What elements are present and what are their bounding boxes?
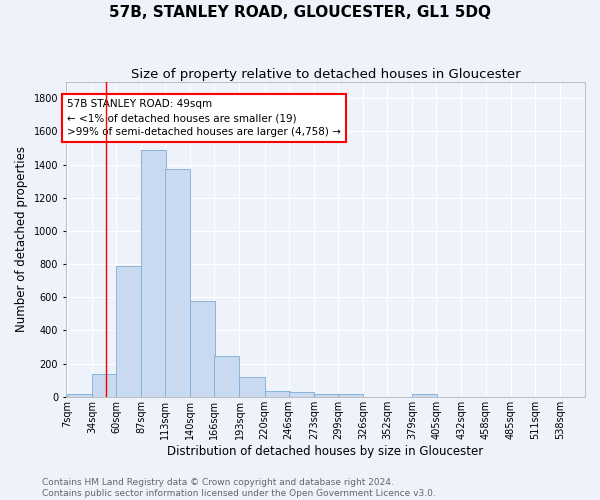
Bar [412, 394, 437, 397]
Bar [314, 394, 339, 397]
Text: Contains HM Land Registry data © Crown copyright and database right 2024.
Contai: Contains HM Land Registry data © Crown c… [42, 478, 436, 498]
Bar [165, 168, 190, 397]
Text: 57B STANLEY ROAD: 49sqm
← <1% of detached houses are smaller (19)
>99% of semi-d: 57B STANLEY ROAD: 49sqm ← <1% of detache… [67, 99, 341, 137]
Bar [141, 150, 166, 397]
Y-axis label: Number of detached properties: Number of detached properties [15, 146, 28, 332]
Bar [239, 377, 265, 397]
Bar [338, 394, 363, 397]
Bar [265, 391, 290, 397]
Bar [214, 356, 239, 397]
Text: 57B, STANLEY ROAD, GLOUCESTER, GL1 5DQ: 57B, STANLEY ROAD, GLOUCESTER, GL1 5DQ [109, 5, 491, 20]
Bar [190, 302, 215, 397]
Bar [116, 266, 141, 397]
X-axis label: Distribution of detached houses by size in Gloucester: Distribution of detached houses by size … [167, 444, 484, 458]
Bar [67, 394, 92, 397]
Bar [289, 392, 314, 397]
Bar [92, 374, 117, 397]
Title: Size of property relative to detached houses in Gloucester: Size of property relative to detached ho… [131, 68, 520, 80]
